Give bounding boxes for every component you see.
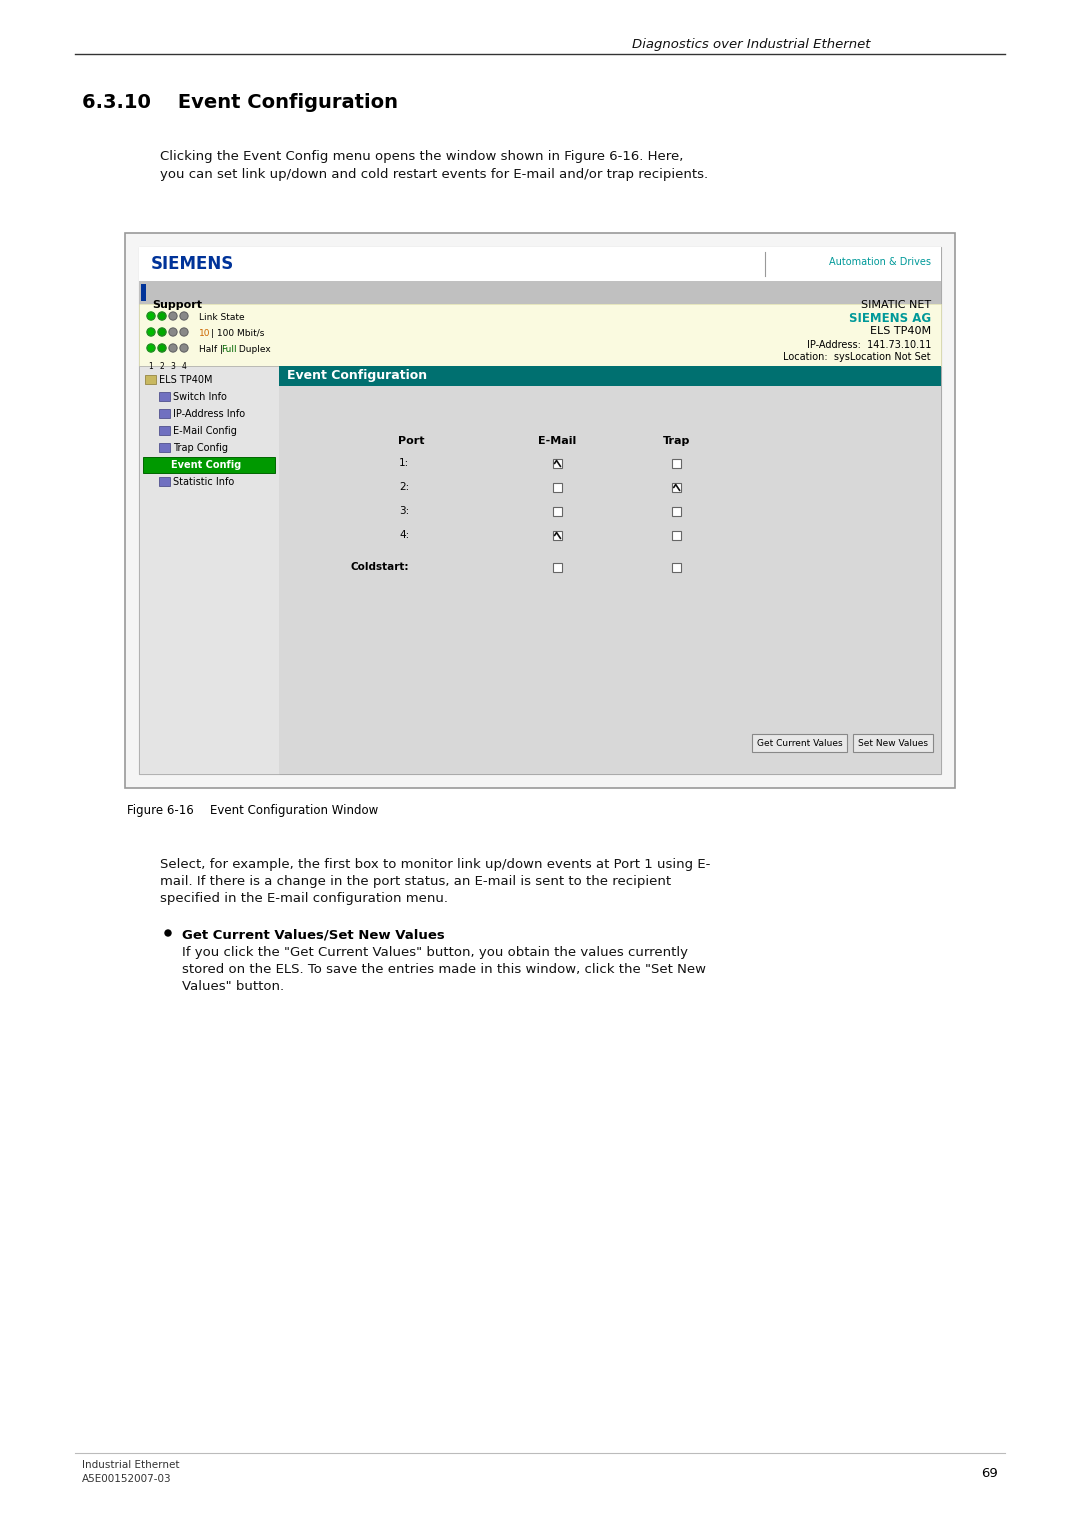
Bar (553, 483, 562, 492)
Bar (141, 284, 146, 301)
Bar (672, 506, 680, 515)
Text: Port: Port (399, 435, 424, 446)
Bar (139, 281, 941, 304)
Text: you can set link up/down and cold restart events for E-mail and/or trap recipien: you can set link up/down and cold restar… (160, 168, 708, 180)
Text: Duplex: Duplex (237, 345, 271, 354)
Text: Values" button.: Values" button. (183, 979, 284, 993)
Bar (553, 506, 562, 515)
Text: Select, for example, the first box to monitor link up/down events at Port 1 usin: Select, for example, the first box to mo… (160, 859, 711, 871)
Text: mail. If there is a change in the port status, an E-mail is sent to the recipien: mail. If there is a change in the port s… (160, 876, 671, 888)
Text: Trap: Trap (662, 435, 690, 446)
Text: A5E00152007-03: A5E00152007-03 (82, 1475, 172, 1484)
Text: Figure 6-16: Figure 6-16 (127, 804, 193, 817)
Text: 1:: 1: (400, 458, 409, 468)
Text: 3:: 3: (400, 506, 409, 516)
Text: Event Configuration: Event Configuration (287, 368, 427, 382)
Bar (853, 733, 933, 752)
Text: 4:: 4: (400, 530, 409, 539)
Circle shape (168, 344, 177, 351)
Bar (672, 530, 680, 539)
Bar (672, 458, 680, 468)
Text: 6.3.10    Event Configuration: 6.3.10 Event Configuration (82, 93, 399, 112)
Text: Coldstart:: Coldstart: (351, 562, 409, 571)
Circle shape (180, 312, 188, 319)
Bar (145, 374, 156, 384)
Text: specified in the E-mail configuration menu.: specified in the E-mail configuration me… (160, 892, 448, 905)
Bar (279, 367, 941, 775)
Text: Clicking the Event Config menu opens the window shown in Figure 6-16. Here,: Clicking the Event Config menu opens the… (160, 150, 684, 163)
Text: Event Config: Event Config (171, 460, 241, 471)
Text: ELS TP40M: ELS TP40M (159, 374, 213, 385)
Bar (159, 443, 170, 452)
Bar (139, 367, 279, 775)
Text: E-Mail Config: E-Mail Config (173, 426, 237, 435)
Text: SIEMENS AG: SIEMENS AG (849, 312, 931, 325)
Circle shape (147, 329, 156, 336)
Circle shape (147, 312, 156, 319)
Text: Diagnostics over Industrial Ethernet: Diagnostics over Industrial Ethernet (632, 38, 870, 50)
Text: Link State: Link State (199, 313, 245, 322)
Text: 2: 2 (160, 362, 164, 371)
Bar (159, 393, 170, 400)
Bar (159, 477, 170, 486)
Circle shape (168, 329, 177, 336)
Bar (159, 410, 170, 419)
Text: E-Mail: E-Mail (538, 435, 576, 446)
Bar (672, 483, 680, 492)
Circle shape (158, 344, 166, 351)
Bar (553, 530, 562, 539)
Text: SIMATIC NET: SIMATIC NET (861, 299, 931, 310)
Circle shape (147, 344, 156, 351)
Text: Industrial Ethernet: Industrial Ethernet (82, 1459, 179, 1470)
Text: 4: 4 (181, 362, 187, 371)
Text: Get Current Values: Get Current Values (757, 738, 842, 747)
Text: 3: 3 (171, 362, 175, 371)
Bar (553, 562, 562, 571)
Text: IP-Address:  141.73.10.11: IP-Address: 141.73.10.11 (807, 341, 931, 350)
Text: Trap Config: Trap Config (173, 443, 228, 452)
Text: Statistic Info: Statistic Info (173, 477, 234, 487)
Text: Switch Info: Switch Info (173, 393, 227, 402)
Text: 10: 10 (199, 329, 211, 338)
Text: Automation & Drives: Automation & Drives (829, 257, 931, 267)
Text: Get Current Values/Set New Values: Get Current Values/Set New Values (183, 929, 445, 941)
Text: If you click the "Get Current Values" button, you obtain the values currently: If you click the "Get Current Values" bu… (183, 946, 688, 960)
Circle shape (180, 329, 188, 336)
Bar (752, 733, 847, 752)
Bar (279, 367, 941, 387)
Text: 2:: 2: (400, 481, 409, 492)
Bar (159, 426, 170, 435)
Text: Half |: Half | (199, 345, 226, 354)
Text: stored on the ELS. To save the entries made in this window, click the "Set New: stored on the ELS. To save the entries m… (183, 963, 706, 976)
Bar (143, 457, 275, 474)
Text: Location:  sysLocation Not Set: Location: sysLocation Not Set (783, 351, 931, 362)
Text: | 100 Mbit/s: | 100 Mbit/s (211, 329, 265, 338)
Text: Support: Support (152, 299, 202, 310)
Text: ELS TP40M: ELS TP40M (869, 325, 931, 336)
Circle shape (158, 312, 166, 319)
Bar (279, 387, 941, 775)
Bar (139, 248, 941, 775)
Text: 69: 69 (982, 1467, 998, 1481)
Text: SIEMENS: SIEMENS (151, 255, 234, 274)
Bar (139, 248, 941, 281)
Circle shape (165, 931, 171, 937)
Text: 1: 1 (149, 362, 153, 371)
Bar (553, 458, 562, 468)
Circle shape (158, 329, 166, 336)
Text: IP-Address Info: IP-Address Info (173, 410, 245, 419)
Bar (139, 304, 941, 367)
Text: Set New Values: Set New Values (858, 738, 928, 747)
Bar (125, 232, 955, 788)
Circle shape (168, 312, 177, 319)
Text: Full: Full (221, 345, 237, 354)
Bar (672, 562, 680, 571)
Text: Event Configuration Window: Event Configuration Window (210, 804, 378, 817)
Circle shape (180, 344, 188, 351)
